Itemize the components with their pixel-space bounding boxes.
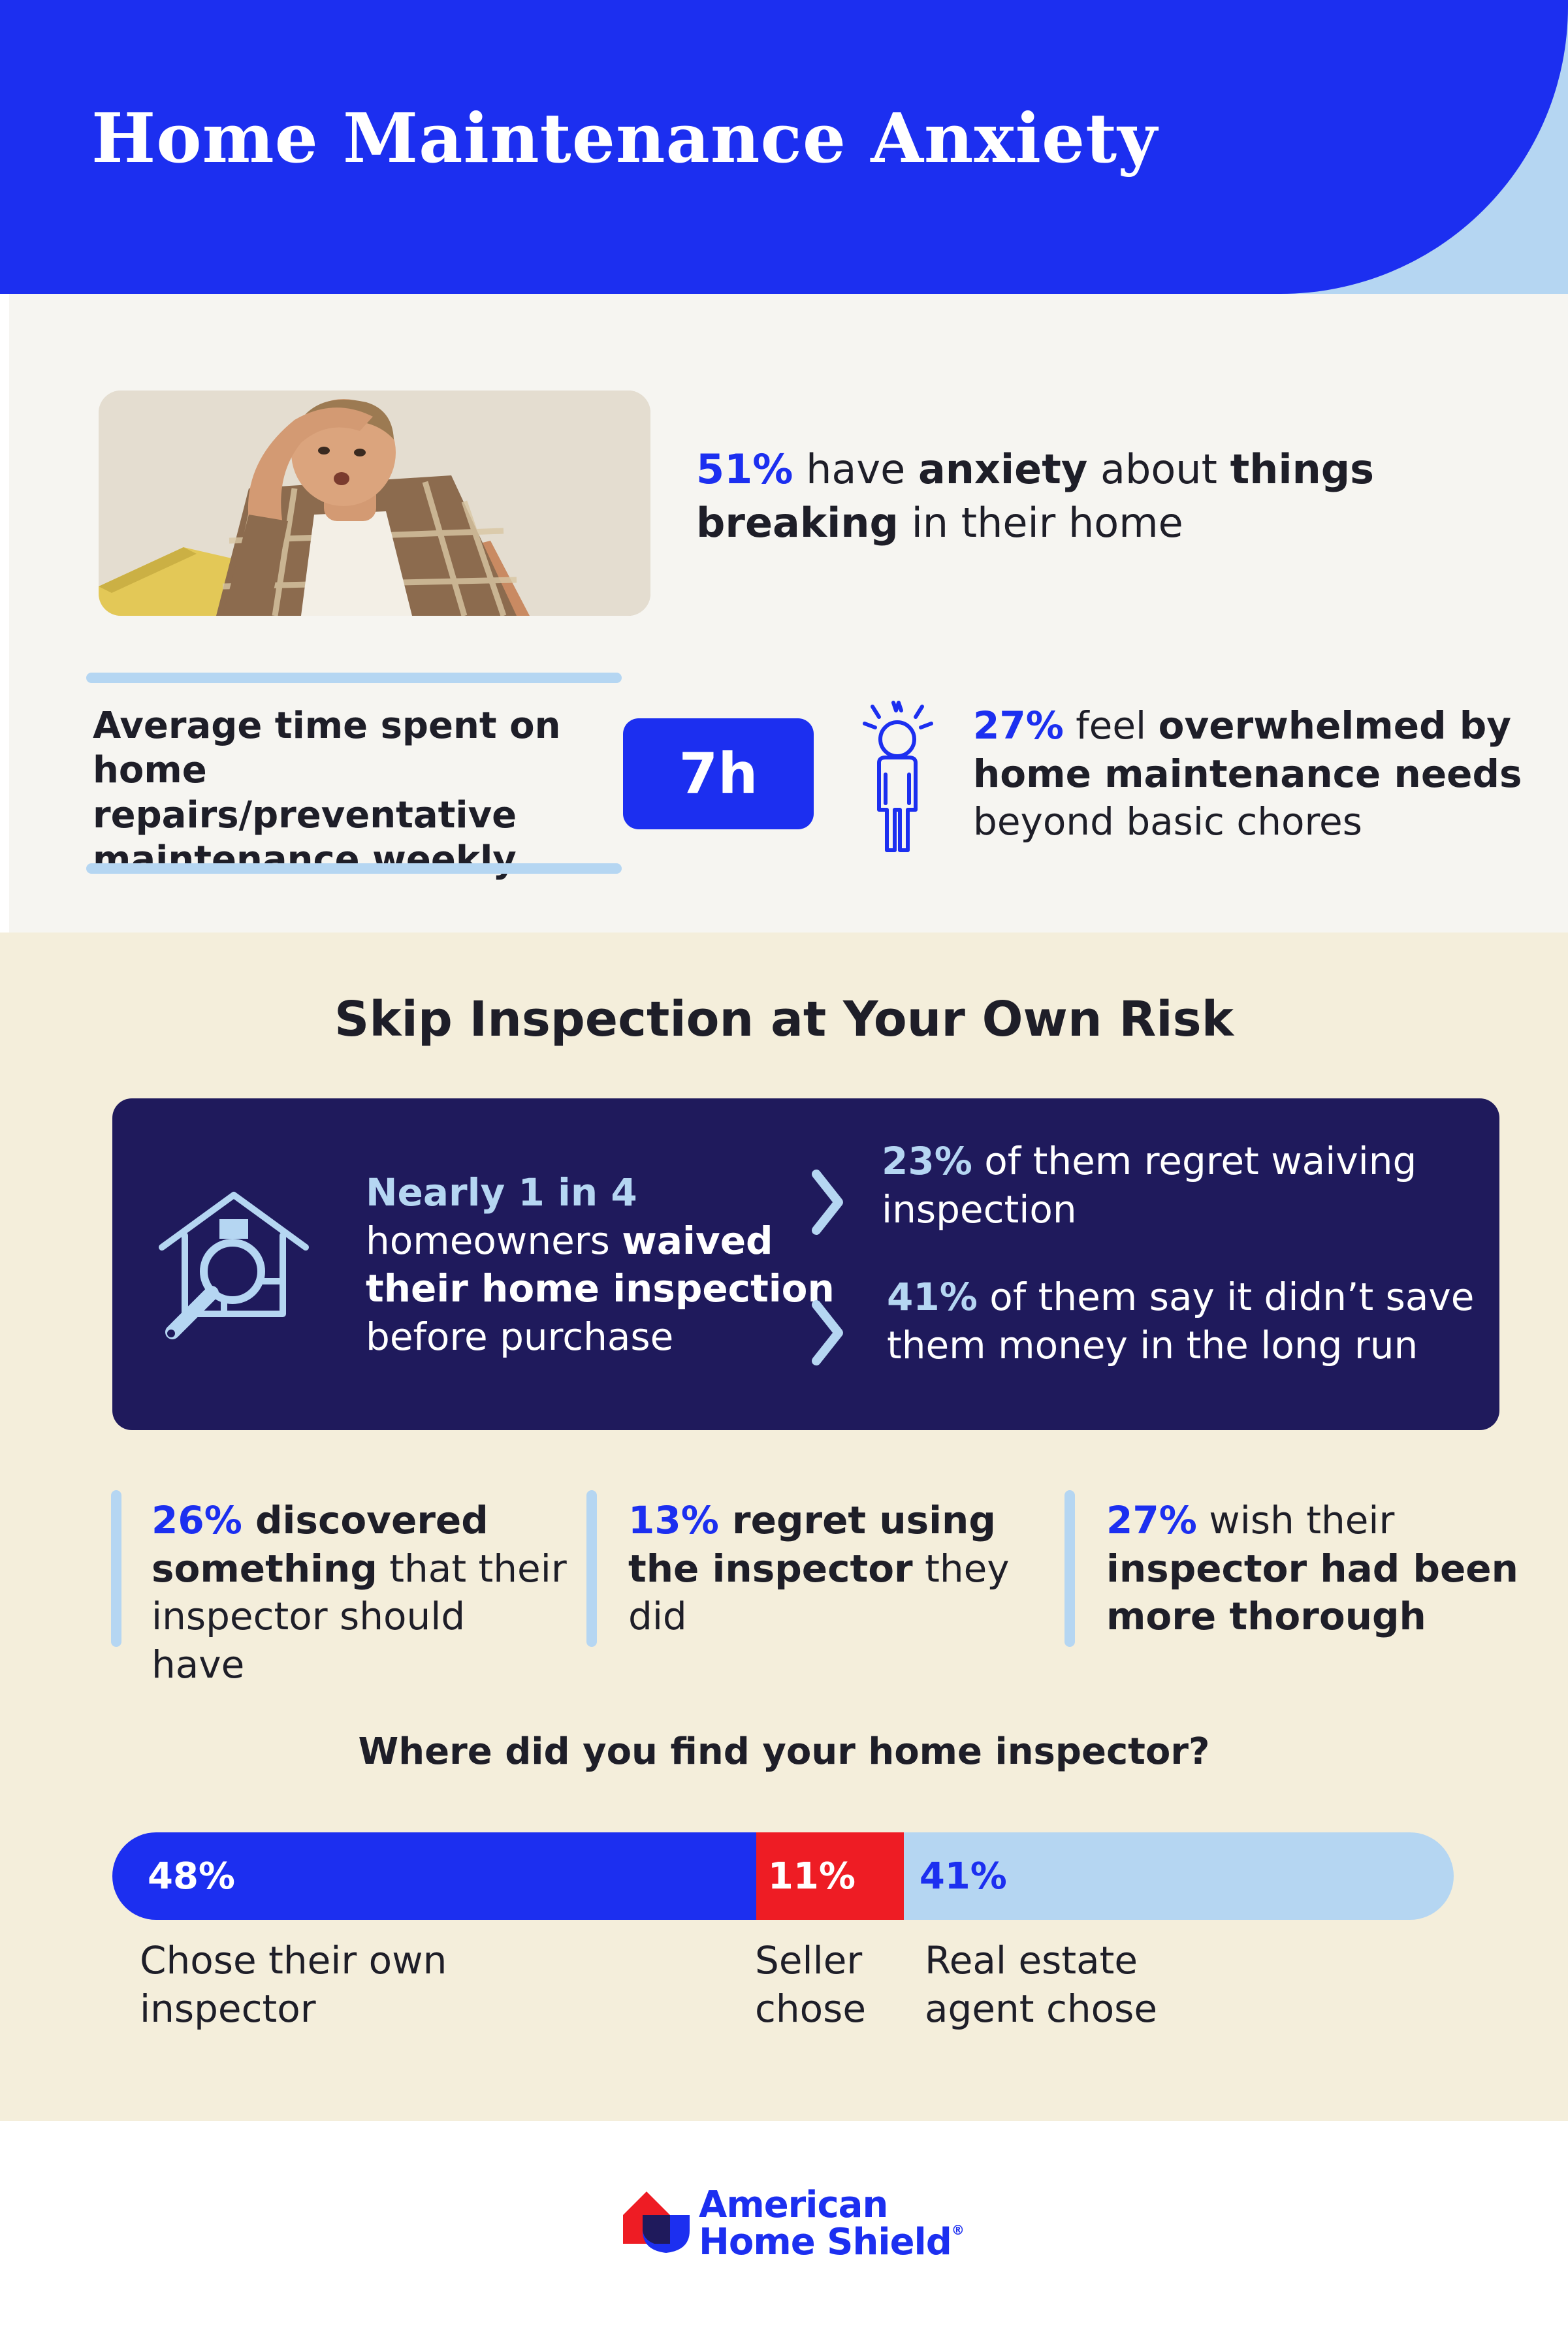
waived-stat: Nearly 1 in 4 homeowners waived their ho…: [366, 1169, 836, 1362]
chart-title: Where did you find your home inspector?: [358, 1730, 1210, 1773]
no-savings-pct: 41%: [887, 1275, 978, 1319]
waived-inspection-card: Nearly 1 in 4 homeowners waived their ho…: [112, 1098, 1499, 1430]
anxiety-stat: 51% have anxiety about things breaking i…: [696, 443, 1480, 550]
anxiety-section: 51% have anxiety about things breaking i…: [9, 294, 1568, 933]
caption-agent: Real estate agent chose: [925, 1938, 1158, 2031]
stat-divider: [586, 1490, 597, 1647]
chevron-right-icon: [812, 1300, 843, 1365]
regret-waiving-pct: 23%: [882, 1139, 972, 1183]
chevron-right-icon: [812, 1170, 843, 1235]
stressed-person-icon: [863, 701, 933, 852]
avg-time-label: Average time spent on home repairs/preve…: [93, 705, 561, 881]
header-banner: [0, 0, 1568, 294]
avg-time-badge: 7h: [623, 718, 814, 829]
logo-line-2: Home Shield®: [699, 2221, 965, 2264]
american-home-shield-logo-icon: [623, 2192, 690, 2253]
stat-divider: [1064, 1490, 1075, 1647]
regret-waiving-stat: 23% of them regret waiving inspection: [882, 1138, 1469, 1234]
registered-mark: ®: [951, 2222, 965, 2239]
caption-seller: Seller chose: [755, 1938, 867, 2031]
waived-text-1: homeowners: [366, 1218, 622, 1263]
section-title: Skip Inspection at Your Own Risk: [334, 991, 1234, 1047]
anxiety-text-2: about: [1087, 445, 1230, 493]
stat-divider: [111, 1490, 121, 1647]
bar-label-agent: 41%: [919, 1855, 1007, 1898]
divider-top: [86, 673, 622, 683]
header: Home Maintenance Anxiety: [0, 0, 1568, 294]
inspection-section: Skip Inspection at Your Own Risk Nearly …: [0, 933, 1568, 2121]
regret-inspector-text-1: they did: [628, 1546, 1010, 1639]
regret-inspector-pct: 13%: [628, 1498, 719, 1542]
divider-bottom: [86, 863, 622, 874]
waived-lead: Nearly 1 in 4: [366, 1170, 637, 1215]
thorough-bold: inspector had been more thorough: [1106, 1546, 1518, 1639]
anxiety-text-3: in their home: [898, 499, 1183, 547]
logo-line-2-text: Home Shield: [699, 2221, 952, 2264]
bar-segment-seller: 11%: [756, 1832, 904, 1920]
caption-own-inspector: Chose their own inspector: [140, 1938, 447, 2031]
regret-inspector-bold: regret using the inspector: [628, 1498, 996, 1591]
brand-logo-text: American Home Shield®: [699, 2184, 965, 2264]
house-magnifier-icon: [159, 1192, 309, 1339]
anxiety-pct: 51%: [696, 445, 793, 493]
overwhelm-stat: 27% feel overwhelmed by home maintenance…: [973, 702, 1548, 846]
no-savings-stat: 41% of them say it didn’t save them mone…: [887, 1273, 1475, 1369]
overwhelm-pct: 27%: [973, 703, 1064, 748]
no-savings-text: of them say it didn’t save them money in…: [887, 1275, 1475, 1367]
overwhelm-text-2: beyond basic chores: [973, 799, 1362, 844]
anxiety-bold-1: anxiety: [918, 445, 1088, 493]
anxiety-text-1: have: [793, 445, 918, 493]
regret-inspector-stat: 13% regret using the inspector they did: [628, 1497, 1046, 1641]
thorough-stat: 27% wish their inspector had been more t…: [1106, 1497, 1524, 1641]
logo-line-1: American: [699, 2184, 888, 2226]
discovered-text-1: that their inspector should have: [152, 1546, 567, 1687]
footer: American Home Shield®: [0, 2121, 1568, 2328]
overwhelm-bold-1: overwhelmed by home maintenance needs: [973, 703, 1522, 796]
waived-bold: waived their home inspection: [366, 1218, 835, 1311]
inspector-source-bar: 48% 11% 41%: [112, 1832, 1454, 1920]
bar-label-seller: 11%: [767, 1855, 856, 1898]
stressed-man-photo: [99, 391, 650, 616]
discovered-bold: discovered something: [152, 1498, 488, 1591]
waived-text-2: before purchase: [366, 1314, 674, 1359]
discovered-stat: 26% discovered something that their insp…: [152, 1497, 569, 1689]
bar-segment-agent: 41%: [903, 1832, 1454, 1920]
regret-waiving-text: of them regret waiving inspection: [882, 1139, 1417, 1232]
bar-segment-own-inspector: 48%: [112, 1832, 756, 1920]
discovered-pct: 26%: [152, 1498, 242, 1542]
thorough-pct: 27%: [1106, 1498, 1197, 1542]
page-title: Home Maintenance Anxiety: [91, 98, 1158, 178]
thorough-text-1: wish their: [1196, 1498, 1395, 1542]
bar-label-own: 48%: [148, 1855, 236, 1898]
anxiety-bold-2: things breaking: [696, 445, 1375, 547]
overwhelm-text-1: feel: [1063, 703, 1159, 748]
